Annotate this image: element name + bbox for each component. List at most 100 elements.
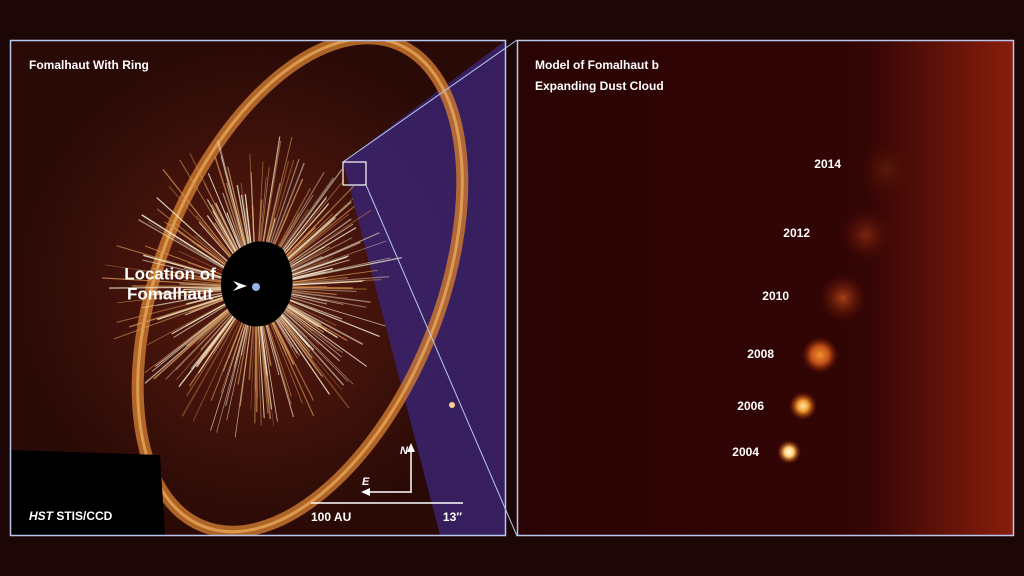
starburst-ray [286,302,364,346]
starburst-ray [196,310,232,345]
instrument-prefix: HST [29,509,55,523]
starburst-ray [142,259,223,280]
starburst-ray [175,311,233,371]
model-image [517,40,1014,536]
panel-title: Fomalhaut With Ring [29,58,149,72]
starburst-ray [102,277,222,286]
starburst-ray [280,311,349,382]
starburst-ray [183,279,222,285]
starburst-ray [164,221,228,268]
starburst-ray [236,184,251,253]
starburst-ray [189,298,224,313]
starburst-ray [273,316,293,348]
starburst-ray [261,140,282,253]
starburst-ray [178,250,225,273]
starburst-ray [290,288,357,292]
starburst-ray [268,319,303,404]
starburst-ray [237,321,251,385]
starburst-ray [183,267,223,279]
starburst-ray [290,292,367,308]
starburst-ray [214,222,238,258]
starburst-ray [173,304,227,338]
starburst-ray [259,321,268,376]
starburst-ray [218,142,248,254]
zoom-line [365,184,518,537]
starburst-ray [224,170,248,254]
starburst-ray [289,296,386,327]
starburst-ray [240,183,252,253]
star-label: Fomalhaut [127,284,213,303]
starburst-ray [290,277,326,284]
starburst-ray [278,313,311,352]
starburst-ray [283,213,350,266]
starburst-ray [196,215,234,261]
starburst-ray [269,178,304,256]
starburst-ray [210,320,246,431]
starburst-ray [287,241,361,274]
starburst-ray [281,309,340,362]
starburst-ray [285,223,354,269]
starburst-ray [277,314,313,359]
starburst-ray [203,182,241,256]
starburst-ray [199,310,231,341]
starburst-ray [273,317,298,359]
starburst-ray [204,314,236,358]
starburst-ray [214,156,247,254]
starburst-ray [210,319,244,402]
starburst-ray [211,203,241,257]
starburst-ray [144,245,224,276]
epoch-label: 2012 [783,226,810,240]
starburst-ray [290,276,349,285]
starburst-ray [151,308,230,372]
starburst-ray [256,321,262,426]
starburst-ray [284,307,367,367]
starburst-ray [280,311,307,338]
left-frame [9,39,507,537]
starburst-ray [277,196,328,260]
starburst-ray [274,194,314,258]
epoch-label: 2008 [747,347,774,361]
starburst-ray [255,321,258,413]
starburst-ray [198,315,237,374]
starburst-ray [155,308,229,367]
starburst-ray [206,199,240,257]
starburst-ray [186,294,223,305]
compass-n: N [400,445,409,457]
starburst-ray [240,321,250,356]
starburst-ray [289,267,333,280]
starburst-ray [285,227,357,270]
starburst-ray [261,321,278,422]
starburst-ray [200,312,234,351]
starburst-ray [266,320,292,397]
epoch-label: 2006 [737,399,764,413]
starburst-ray [147,221,227,270]
starburst-ray [171,303,226,335]
starburst-ray [132,285,222,288]
starburst-ray [215,202,242,256]
panel-title: Model of Fomalhaut b [535,58,659,72]
starburst-ray [249,153,255,253]
starburst-ray [288,259,329,276]
starburst-ray [284,209,372,269]
zoom-line [342,39,518,163]
starburst-ray [288,256,334,275]
starburst-ray [184,299,224,316]
starburst-ray [263,136,293,254]
starburst-ray [228,319,244,358]
starburst-ray [274,316,298,354]
starburst-ray [156,293,222,307]
starburst-ray [288,298,343,320]
starburst-ray [206,215,237,259]
starburst-ray [156,208,229,266]
starburst-ray [286,246,331,271]
starburst-ray [276,314,324,378]
starburst-ray [265,320,294,418]
starburst-ray [151,267,222,282]
starburst-ray [226,212,244,255]
starburst-ray [137,269,222,283]
starburst-ray [290,271,326,281]
starburst-ray [183,287,222,291]
starburst-ray [185,309,230,347]
starburst-ray [282,222,333,265]
starburst-ray [281,201,352,265]
